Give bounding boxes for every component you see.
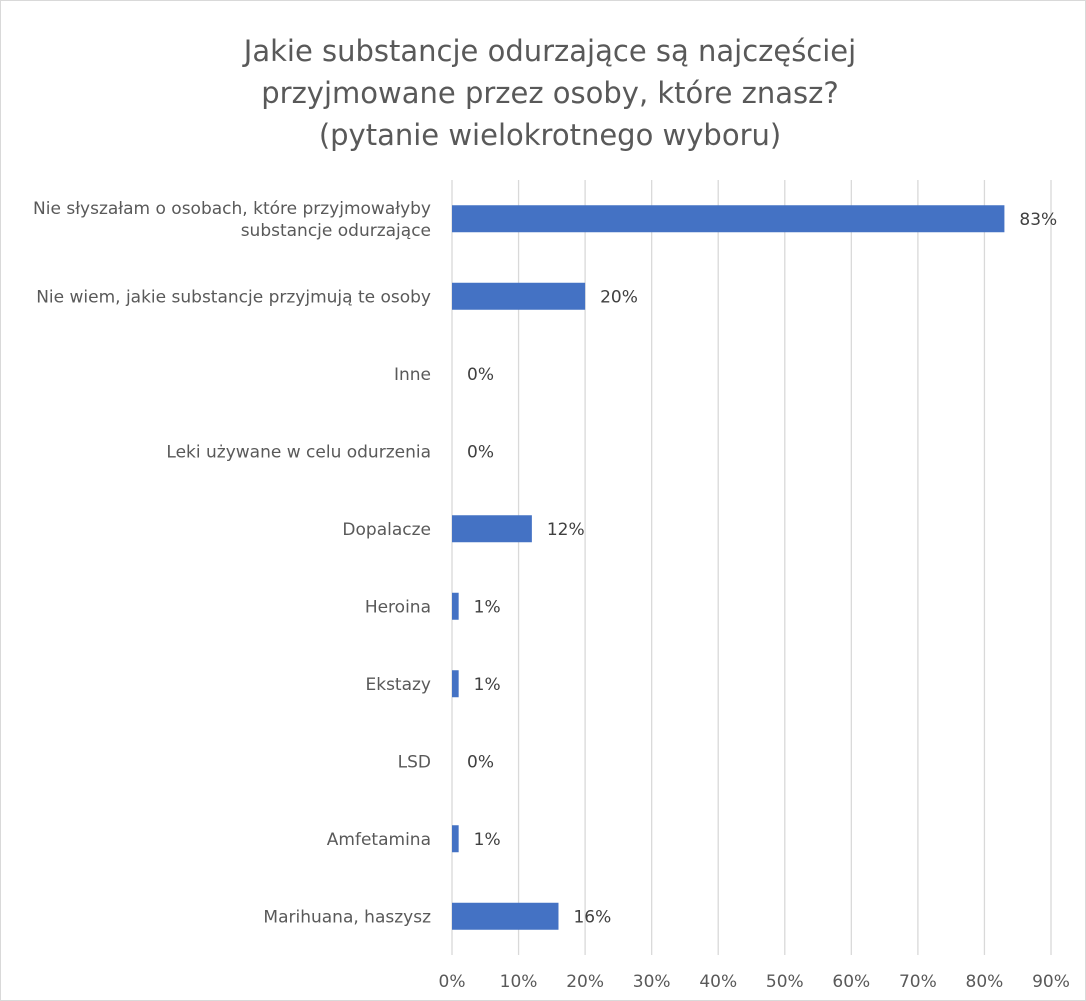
category-label: Nie wiem, jakie substancje przyjmują te … <box>36 287 431 307</box>
category-label: Leki używane w celu odurzenia <box>166 442 431 462</box>
x-tick-label: 20% <box>566 972 604 992</box>
labels: 0% 10% 20% 30% 40% 50% 60% 70% 80% 90% Nie słyszał… <box>33 199 1070 992</box>
bars <box>452 205 1005 930</box>
x-tick-label: 40% <box>699 972 737 992</box>
category-label: LSD <box>398 752 431 772</box>
data-label: 16% <box>573 907 611 927</box>
x-tick-label: 60% <box>832 972 870 992</box>
chart-title: Jakie substancje odurzające są najczęści… <box>243 34 857 152</box>
bar <box>452 515 532 543</box>
data-label: 12% <box>547 520 585 540</box>
data-label: 0% <box>467 365 494 385</box>
data-label: 0% <box>467 752 494 772</box>
data-label: 83% <box>1019 210 1057 230</box>
x-tick-label: 90% <box>1032 972 1070 992</box>
category-label: Nie słyszałam o osobach, które przyjmowa… <box>33 199 431 241</box>
data-label: 1% <box>474 830 501 850</box>
bar <box>452 825 459 853</box>
bar <box>452 282 586 310</box>
data-label: 1% <box>474 597 501 617</box>
category-label: Dopalacze <box>342 520 431 540</box>
x-tick-label: 0% <box>439 972 466 992</box>
bar <box>452 205 1005 233</box>
x-tick-label: 50% <box>766 972 804 992</box>
bar <box>452 902 559 930</box>
data-label: 1% <box>474 675 501 695</box>
category-label: Marihuana, haszysz <box>263 907 431 927</box>
bar <box>452 592 459 620</box>
x-tick-label: 70% <box>899 972 937 992</box>
data-label: 0% <box>467 442 494 462</box>
category-label: Inne <box>394 365 431 385</box>
x-tick-label: 30% <box>633 972 671 992</box>
x-tick-label: 80% <box>966 972 1004 992</box>
category-label: Amfetamina <box>327 830 431 850</box>
category-label: Ekstazy <box>365 675 431 695</box>
category-label: Heroina <box>365 597 431 617</box>
bar <box>452 670 459 698</box>
data-label: 20% <box>600 287 638 307</box>
x-tick-label: 10% <box>500 972 538 992</box>
